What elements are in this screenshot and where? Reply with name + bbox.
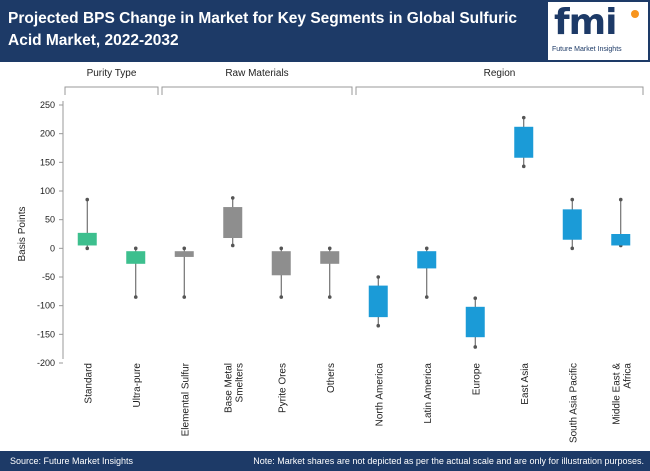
category-label: Others — [326, 363, 337, 393]
box-rect — [320, 251, 340, 264]
box-rect — [174, 251, 194, 257]
whisker-max-point — [618, 197, 623, 202]
whisker-max-point — [327, 246, 332, 251]
fmi-logo: fmi Future Market Insights — [548, 2, 648, 60]
y-tick-label: -150 — [37, 329, 55, 339]
whisker-max-point — [133, 246, 138, 251]
whisker-min-point — [473, 345, 478, 349]
group-label: Raw Materials — [225, 68, 288, 79]
box-plot-chart: 250 200 150 100 50 0 -50 -100 -150 -200 Basis Poin… — [17, 68, 644, 443]
chart-footer: Source: Future Market Insights Note: Mar… — [0, 451, 650, 471]
box-rect — [417, 251, 437, 269]
group-bracket — [161, 86, 353, 95]
category-label: Latin America — [423, 363, 434, 424]
whisker-max-point — [182, 246, 187, 251]
y-tick-label: -50 — [42, 272, 55, 282]
box-rect — [368, 285, 388, 318]
y-axis-title: Basis Points — [17, 206, 28, 261]
logo-dot-icon — [631, 10, 639, 18]
y-tick-label: -200 — [37, 358, 55, 368]
category-label: Pyrite Ores — [277, 363, 288, 413]
logo-mark: fmi — [554, 2, 618, 43]
category-label: Middle East & — [611, 363, 622, 425]
logo-subtitle: Future Market Insights — [552, 46, 622, 53]
category-label: Europe — [471, 363, 482, 396]
whisker-min-point — [424, 295, 429, 299]
group-bracket — [355, 86, 644, 95]
whisker-min-point — [279, 295, 284, 299]
box-rect — [611, 234, 631, 246]
whisker-max-point — [230, 196, 235, 200]
box-rect — [465, 306, 485, 338]
category-label: Standard — [83, 363, 94, 404]
whisker-min-point — [327, 295, 332, 299]
whisker-max-point — [85, 197, 90, 202]
whisker-max-point — [473, 296, 478, 301]
chart-header: Projected BPS Change in Market for Key S… — [0, 0, 650, 62]
group-label: Region — [484, 68, 516, 79]
whisker-min-point — [521, 164, 526, 169]
category-label: Africa — [622, 363, 633, 389]
source-text: Source: Future Market Insights — [10, 456, 134, 466]
category-label: North America — [374, 363, 385, 427]
y-tick-label: 250 — [40, 100, 55, 110]
y-tick-label: 50 — [45, 215, 55, 225]
whisker-min-point — [182, 295, 187, 299]
box-rect — [271, 251, 291, 276]
category-label: Smelters — [234, 363, 245, 402]
y-tick-label: -100 — [37, 301, 55, 311]
whisker-max-point — [521, 115, 526, 120]
whisker-min-point — [376, 323, 381, 328]
whisker-max-point — [570, 197, 575, 202]
whisker-max-point — [279, 246, 284, 251]
whisker-min-point — [230, 243, 235, 248]
group-label: Purity Type — [87, 68, 137, 79]
y-tick-label: 150 — [40, 157, 55, 167]
whisker-max-point — [424, 246, 429, 251]
group-bracket — [64, 86, 159, 95]
y-tick-label: 0 — [50, 243, 55, 253]
chart-title: Projected BPS Change in Market for Key S… — [8, 10, 518, 49]
box-rect — [223, 207, 243, 239]
whisker-min-point — [570, 246, 575, 251]
box-rect — [126, 251, 146, 264]
category-label: South Asia Pacific — [568, 363, 579, 443]
y-tick-label: 100 — [40, 186, 55, 196]
whisker-min-point — [85, 246, 90, 251]
box-rect — [562, 209, 582, 240]
category-label: Ultra-pure — [132, 363, 143, 408]
category-label: Elemental Sulfur — [180, 362, 191, 436]
box-rect — [77, 232, 97, 246]
y-tick-label: 200 — [40, 129, 55, 139]
whisker-max-point — [376, 275, 381, 279]
note-text: Note: Market shares are not depicted as … — [253, 456, 644, 466]
category-label: East Asia — [520, 363, 531, 405]
category-label: Base Metal — [223, 363, 234, 413]
box-rect — [514, 126, 534, 158]
whisker-min-point — [133, 295, 138, 299]
